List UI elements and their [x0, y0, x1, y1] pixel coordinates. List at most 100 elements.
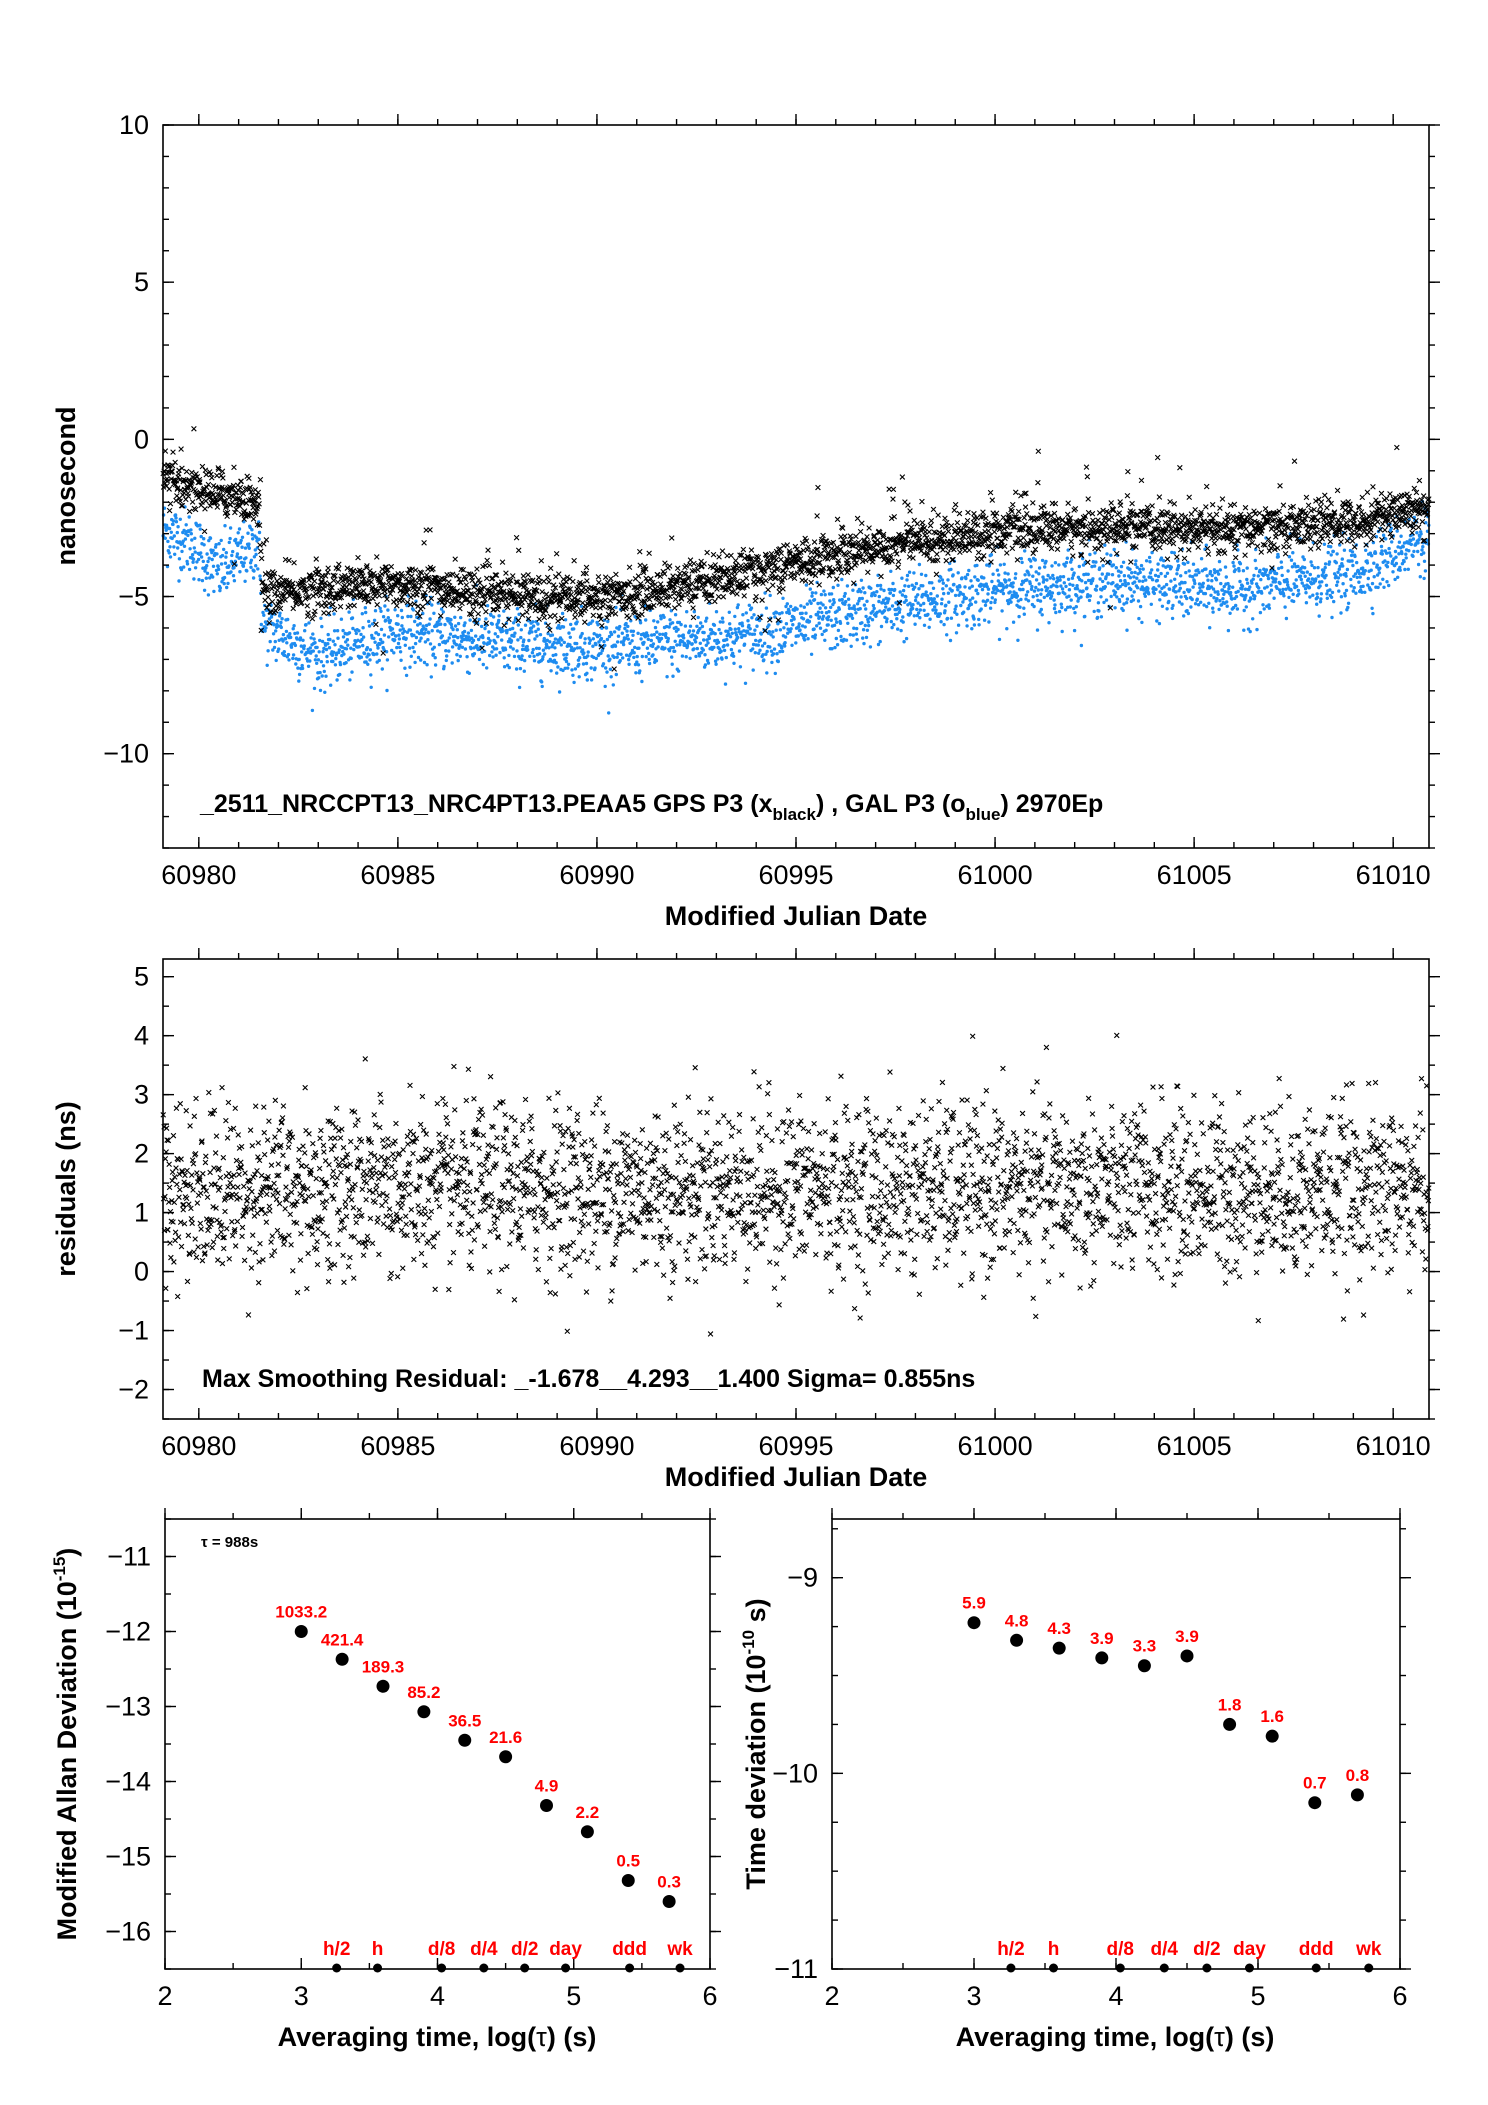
- gal-point: [404, 636, 408, 641]
- gal-point: [1402, 559, 1406, 564]
- gal-point: [743, 633, 747, 638]
- gal-point: [649, 638, 653, 643]
- gal-point: [843, 602, 847, 606]
- gal-point: [196, 557, 201, 562]
- gal-point: [399, 608, 404, 613]
- gal-point: [1055, 584, 1059, 589]
- gps-point: [948, 522, 955, 529]
- gal-point: [198, 523, 202, 527]
- gal-point: [360, 612, 364, 616]
- gps-point: [373, 554, 380, 560]
- gal-point: [809, 601, 813, 605]
- gal-point: [170, 536, 174, 541]
- gal-point: [964, 576, 968, 581]
- gal-point: [1211, 610, 1215, 614]
- gps-point: [753, 593, 759, 600]
- gal-point: [922, 623, 927, 627]
- gal-point: [698, 641, 702, 645]
- gal-point: [222, 575, 227, 580]
- gal-point: [1109, 594, 1113, 599]
- gal-point: [1230, 597, 1234, 601]
- gal-point: [1028, 581, 1032, 586]
- gal-point: [1379, 544, 1384, 549]
- gal-point: [944, 584, 948, 588]
- gal-point: [860, 621, 864, 625]
- gal-point: [590, 619, 595, 623]
- gal-point: [745, 629, 750, 633]
- gal-point: [1208, 569, 1213, 574]
- gal-point: [1134, 559, 1138, 563]
- gal-point: [1167, 599, 1171, 604]
- gal-point: [173, 552, 177, 556]
- gal-point: [755, 624, 759, 628]
- gal-point: [1316, 574, 1321, 578]
- gal-point: [904, 636, 909, 641]
- gal-point: [833, 645, 837, 650]
- gal-point: [1138, 567, 1142, 571]
- gal-point: [315, 645, 319, 650]
- gal-point: [1029, 559, 1033, 563]
- gal-point: [727, 610, 731, 614]
- gps-point: [613, 571, 619, 578]
- gal-point: [187, 567, 192, 572]
- gal-point: [931, 608, 935, 612]
- gal-point: [1182, 562, 1187, 566]
- gal-point: [587, 641, 592, 645]
- gal-point: [1149, 602, 1154, 606]
- gal-point: [1337, 589, 1341, 593]
- gal-point: [333, 663, 338, 667]
- gal-point: [271, 632, 276, 636]
- gal-point: [769, 633, 773, 637]
- gal-point: [621, 642, 626, 647]
- gal-point: [391, 631, 396, 635]
- gal-point: [981, 599, 985, 603]
- gal-point: [1115, 583, 1119, 587]
- gps-point: [853, 533, 859, 540]
- gal-point: [1057, 609, 1062, 614]
- gal-point: [193, 550, 197, 554]
- gps-point: [956, 510, 963, 517]
- gal-point: [1112, 547, 1116, 552]
- gal-point: [1169, 565, 1174, 569]
- gal-point: [301, 638, 305, 642]
- gal-point: [347, 610, 351, 614]
- gal-point: [403, 666, 407, 670]
- gal-point: [1310, 563, 1314, 568]
- gps-point: [237, 484, 244, 491]
- gal-point: [653, 625, 658, 630]
- gal-point: [859, 590, 863, 594]
- gal-point: [953, 593, 958, 598]
- gps-point: [374, 601, 380, 608]
- gps-point: [452, 556, 458, 562]
- gal-point: [875, 590, 879, 594]
- gps-point: [683, 562, 690, 569]
- gal-point: [694, 654, 698, 659]
- gal-point: [862, 641, 866, 646]
- gal-point: [1170, 616, 1175, 621]
- gal-point: [201, 559, 205, 564]
- gal-point: [788, 629, 792, 634]
- gal-point: [1186, 611, 1191, 616]
- gal-point: [1083, 560, 1087, 565]
- gal-point: [453, 615, 457, 619]
- gps-point: [255, 494, 262, 500]
- gal-point: [431, 652, 436, 656]
- gal-point: [1327, 560, 1332, 564]
- gal-point: [601, 662, 606, 666]
- gal-point: [606, 654, 610, 658]
- gal-point: [840, 577, 844, 582]
- gal-point: [227, 564, 231, 568]
- gal-point: [181, 539, 185, 543]
- gal-point: [206, 593, 211, 597]
- gal-point: [842, 594, 847, 598]
- gps-point: [980, 509, 986, 515]
- gal-point: [182, 544, 187, 548]
- gps-point: [330, 601, 336, 608]
- gal-point: [1234, 603, 1238, 608]
- gal-point: [1064, 560, 1069, 565]
- gal-point: [444, 649, 448, 653]
- gps-point: [1001, 543, 1008, 550]
- gal-point: [688, 624, 693, 628]
- gps-point: [503, 570, 509, 576]
- gal-point: [704, 619, 708, 623]
